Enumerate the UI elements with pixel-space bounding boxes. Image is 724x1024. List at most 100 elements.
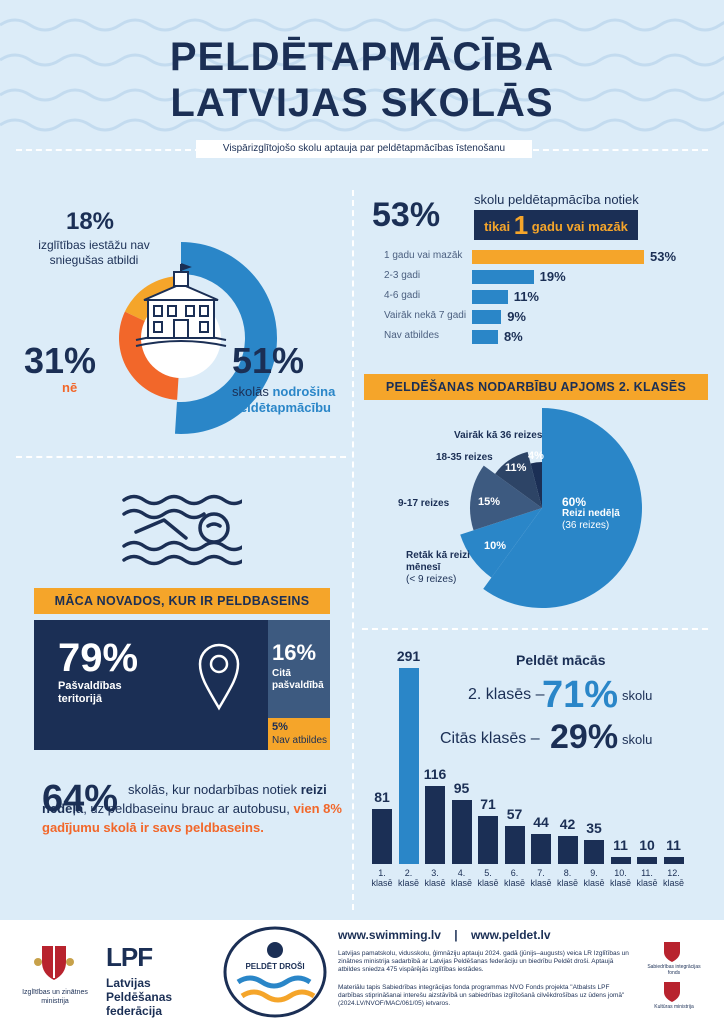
- link-peldet[interactable]: www.peldet.lv: [470, 928, 551, 942]
- yes-label: skolās nodrošina peldētapmācību: [232, 384, 348, 416]
- grade-bar: [504, 825, 525, 864]
- grade-bar-value: 11: [613, 836, 628, 853]
- label-rare: Retāk kā reizi mēnesī (< 9 reizes): [406, 550, 482, 586]
- grades-row2-suffix: skolu: [622, 732, 653, 747]
- pool-main-pct: 79%: [58, 636, 139, 680]
- grade-bar-value: 42: [559, 815, 576, 832]
- pie-pct-4: 4%: [528, 450, 544, 462]
- no-answer-pct: 18%: [65, 208, 115, 235]
- school-building-icon: [135, 263, 227, 347]
- lpf-name: Latvijas Peldēšanas federācija: [106, 976, 173, 1018]
- donut-slice-1: [119, 311, 179, 400]
- footer-note-1: Latvijas pamatskolu, vidusskolu, ģimnāzi…: [338, 950, 629, 973]
- duration-bar-value: 11%: [513, 289, 539, 304]
- duration-bar-value: 8%: [503, 329, 523, 344]
- no-answer-label: izglītības iestāžu nav sniegušas atbildi: [38, 238, 150, 267]
- location-pin-icon: [198, 643, 240, 711]
- grade-tick-label: 1. klasē: [371, 868, 393, 888]
- label-9-17: 9-17 reizes: [398, 498, 450, 509]
- grade-bar: [663, 856, 684, 864]
- grade-bar-value: 81: [374, 789, 390, 806]
- grade-bar: [451, 800, 472, 864]
- peldet-drosi-badge: [223, 926, 327, 1018]
- duration-bar: [472, 270, 534, 284]
- grades-row1-suffix: skolu: [622, 688, 653, 703]
- pool-main-label: Pašvaldības teritorijā: [58, 680, 122, 705]
- pie-slice-4: [530, 462, 542, 508]
- pool-na-box: [268, 718, 330, 750]
- grades-title: Peldēt mācās: [516, 652, 606, 668]
- bus-text-4: vien 8% gadījumu skolā ir savs peldbasei…: [42, 801, 342, 835]
- divider: [16, 456, 346, 458]
- grade-bar: [610, 856, 631, 864]
- pie-slice-2: [470, 465, 542, 531]
- grade-bar-value: 291: [396, 648, 421, 664]
- site-links: www.swimming.lv | www.peldet.lv: [338, 928, 551, 942]
- yes-pct: 51%: [232, 340, 305, 381]
- pie-slice-1: [460, 508, 542, 578]
- pool-other-box: [268, 620, 330, 718]
- link-swimming[interactable]: www.swimming.lv: [338, 928, 441, 942]
- highlight-pre: tikai: [484, 219, 514, 234]
- grade-bar-value: 11: [666, 836, 681, 853]
- bus-pct: 64%: [42, 778, 119, 820]
- pool-other-pct: 16%: [272, 640, 317, 665]
- grades-row2-pct: 29%: [550, 718, 619, 756]
- duration-bar: [472, 330, 498, 344]
- wave-pattern: [0, 18, 724, 132]
- yes-label-text: skolās: [232, 384, 273, 399]
- duration-bar-value: 9%: [507, 309, 526, 324]
- grade-bar-value: 116: [423, 765, 447, 782]
- label-rare-sub: (< 9 reizes): [406, 574, 457, 585]
- sif-crest-icon: [664, 942, 680, 962]
- culture-name: Kultūras ministrija: [654, 1004, 694, 1010]
- badge-text: PELDĒT DROŠI: [245, 962, 305, 971]
- subtitle: Vispārizglītojošo skolu aptauja par peld…: [196, 140, 532, 158]
- link-separator: |: [454, 928, 458, 942]
- duration-headline-pct: 53%: [372, 196, 441, 234]
- grades-row2-label: Citās klasēs –: [440, 730, 540, 747]
- no-label: nē: [62, 380, 78, 395]
- grade-bar-value: 35: [586, 820, 602, 837]
- duration-bar: [472, 310, 502, 324]
- label-week-bold: Reizi nedēļā: [562, 508, 620, 519]
- grade-bar-value: 71: [480, 796, 496, 813]
- grade-bar: [372, 809, 392, 864]
- duration-highlight: tikai 1 gadu vai mazāk: [474, 210, 638, 240]
- grade-bar: [637, 857, 657, 864]
- grade-bar: [425, 785, 445, 864]
- bus-text-2: reizi nedēļā: [42, 782, 327, 816]
- volume-section-title: PELDĒŠANAS NODARBĪBU APJOMS 2. KLASĒS: [364, 374, 708, 400]
- ministry-crest-icon: [34, 946, 74, 980]
- grade-tick-label: 4. klasē: [450, 868, 472, 888]
- duration-bar-chart: 1 gadu vai mazāk 53% 2-3 gadi 19% 4-6 gadi 11…: [384, 248, 714, 348]
- pool-na-pct: 5%: [272, 721, 288, 733]
- label-rare-bold: Retāk kā reizi mēnesī: [406, 550, 470, 573]
- grade-tick-label: 6. klasē: [503, 868, 525, 888]
- duration-bar-value: 19%: [539, 269, 566, 284]
- culture-crest-icon: [664, 982, 680, 1002]
- lpf-logo: LPF: [106, 942, 153, 972]
- grade-bar-value: 10: [639, 837, 655, 854]
- duration-row-label: 4-6 gadi: [384, 290, 421, 301]
- pie-slice-3: [495, 451, 542, 508]
- title-line-2: LATVIJAS SKOLĀS: [170, 81, 554, 125]
- volume-pie-chart: [460, 408, 642, 608]
- grade-bar: [531, 834, 551, 864]
- grades-bar-chart: 81 1. klasē 291 2. klasē 116 3. klasē 95 4. kla…: [362, 648, 708, 900]
- duration-row: 1 gadu vai mazāk 53%: [384, 248, 714, 266]
- duration-row: Vairāk nekā 7 gadi 9%: [384, 308, 714, 326]
- duration-row-label: Nav atbildes: [384, 330, 440, 341]
- duration-row-label: Vairāk nekā 7 gadi: [384, 310, 467, 321]
- grade-bar: [398, 668, 419, 864]
- label-18-35: 18-35 reizes: [436, 452, 493, 463]
- yes-label-bold: nodrošina peldētapmācību: [232, 384, 336, 415]
- duration-headline-text: skolu peldētapmācība notiek: [474, 192, 639, 207]
- pie-slice-0: [483, 408, 642, 608]
- grade-tick-label: 2. klasē: [397, 868, 419, 888]
- grade-bar-value: 95: [453, 780, 470, 796]
- divider: [352, 190, 354, 910]
- pool-na-label: Nav atbildes: [272, 735, 328, 746]
- grade-bar: [478, 816, 498, 864]
- bus-text-1: skolās, kur nodarbības notiek: [128, 782, 301, 797]
